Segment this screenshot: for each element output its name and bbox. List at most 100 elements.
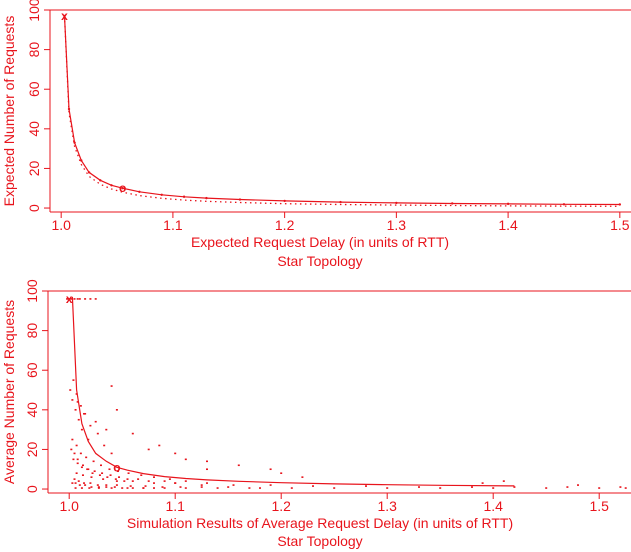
scatter-point xyxy=(312,485,314,487)
fitted-curve xyxy=(72,297,514,486)
scatter-point xyxy=(185,459,187,461)
scatter-point xyxy=(566,486,568,488)
scatter-point xyxy=(127,487,129,489)
scatter-point xyxy=(148,480,150,482)
x-tick-label: 1.2 xyxy=(271,498,291,514)
scatter-point xyxy=(100,464,102,466)
scatter-point xyxy=(116,409,118,411)
scatter-point xyxy=(71,482,73,484)
scatter-point xyxy=(111,453,113,455)
scatter-point xyxy=(97,484,99,486)
scatter-point xyxy=(598,487,600,489)
scatter-point xyxy=(217,487,219,489)
scatter-point xyxy=(89,298,91,300)
scatter-point xyxy=(98,487,100,489)
scatter-point xyxy=(158,445,160,447)
y-tick-label: 20 xyxy=(24,441,40,457)
scatter-point xyxy=(84,413,86,415)
series-point xyxy=(138,191,140,193)
scatter-point xyxy=(227,486,229,488)
scatter-point xyxy=(77,462,79,464)
scatter-point xyxy=(103,445,105,447)
chart-caption: Star Topology xyxy=(277,253,362,269)
scatter-point xyxy=(185,480,187,482)
scatter-point xyxy=(84,298,86,300)
series-point xyxy=(88,171,90,173)
scatter-point xyxy=(115,478,117,480)
scatter-point xyxy=(78,419,80,421)
scatter-point xyxy=(94,470,96,472)
scatter-point xyxy=(333,487,335,489)
chart-caption: Star Topology xyxy=(277,533,362,549)
series-point xyxy=(99,179,101,181)
scatter-point xyxy=(121,487,123,489)
scatter-point xyxy=(206,468,208,470)
scatter-point xyxy=(92,472,94,474)
scatter-point xyxy=(105,486,107,488)
scatter-point xyxy=(70,449,72,451)
x-tick-label: 1.5 xyxy=(610,217,630,233)
scatter-point xyxy=(99,474,101,476)
scatter-point xyxy=(71,399,73,401)
scatter-point xyxy=(471,486,473,488)
scatter-point xyxy=(153,482,155,484)
series-point xyxy=(395,202,397,204)
scatter-point xyxy=(577,484,579,486)
scatter-point xyxy=(77,298,79,300)
scatter-point xyxy=(130,485,132,487)
scatter-point xyxy=(137,478,139,480)
chart-expected-requests: 1.0 1.1 1.2 1.3 1.4 1.5 0 20 40 60 80 100 Expected R… xyxy=(1,0,631,269)
series-line-dotted xyxy=(65,16,620,206)
scatter-point xyxy=(95,421,97,423)
scatter-point xyxy=(174,453,176,455)
y-tick-label: 40 xyxy=(24,402,40,418)
y-tick-label: 0 xyxy=(26,204,42,212)
y-tick-label: 80 xyxy=(24,323,40,339)
series-point xyxy=(283,200,285,202)
series-point xyxy=(205,197,207,199)
scatter-point xyxy=(106,476,108,478)
scatter-point xyxy=(80,453,82,455)
scatter-point xyxy=(492,487,494,489)
x-tick-label: 1.4 xyxy=(483,498,503,514)
series-point xyxy=(619,203,621,205)
scatter-point xyxy=(69,389,71,391)
scatter-point xyxy=(81,429,83,431)
scatter-point xyxy=(72,459,74,461)
scatter-point xyxy=(270,468,272,470)
scatter-point xyxy=(82,464,84,466)
x-tick-label: 1.0 xyxy=(59,498,79,514)
scatter-point xyxy=(153,487,155,489)
marker-cross: x xyxy=(61,9,68,23)
scatter-point xyxy=(76,445,78,447)
scatter-point xyxy=(110,474,112,476)
marker-circle: o xyxy=(113,460,120,474)
x-tick-label: 1.5 xyxy=(589,498,609,514)
series-point xyxy=(507,203,509,205)
scatter-point xyxy=(180,486,182,488)
scatter-point xyxy=(79,298,81,300)
scatter-point xyxy=(108,468,110,470)
scatter-point xyxy=(164,480,166,482)
scatter-point xyxy=(503,480,505,482)
scatter-point xyxy=(132,480,134,482)
scatter-point xyxy=(88,487,90,489)
x-tick-label: 1.0 xyxy=(51,217,71,233)
scatter-point xyxy=(418,486,420,488)
scatter-point xyxy=(84,484,86,486)
scatter-point xyxy=(89,425,91,427)
scatter-point xyxy=(128,472,130,474)
series-point xyxy=(110,184,112,186)
scatter-point xyxy=(185,487,187,489)
scatter-point xyxy=(140,474,142,476)
scatter-point xyxy=(513,486,515,488)
scatter-point xyxy=(145,485,147,487)
scatter-point xyxy=(116,480,118,482)
y-tick-label: 60 xyxy=(24,362,40,378)
scatter-point xyxy=(148,449,150,451)
scatter-point xyxy=(619,486,621,488)
scatter-point xyxy=(102,478,104,480)
scatter-point xyxy=(291,487,293,489)
chart-simulation-results: 1.0 1.1 1.2 1.3 1.4 1.5 0 20 40 60 80 100 Simulation… xyxy=(1,279,631,549)
